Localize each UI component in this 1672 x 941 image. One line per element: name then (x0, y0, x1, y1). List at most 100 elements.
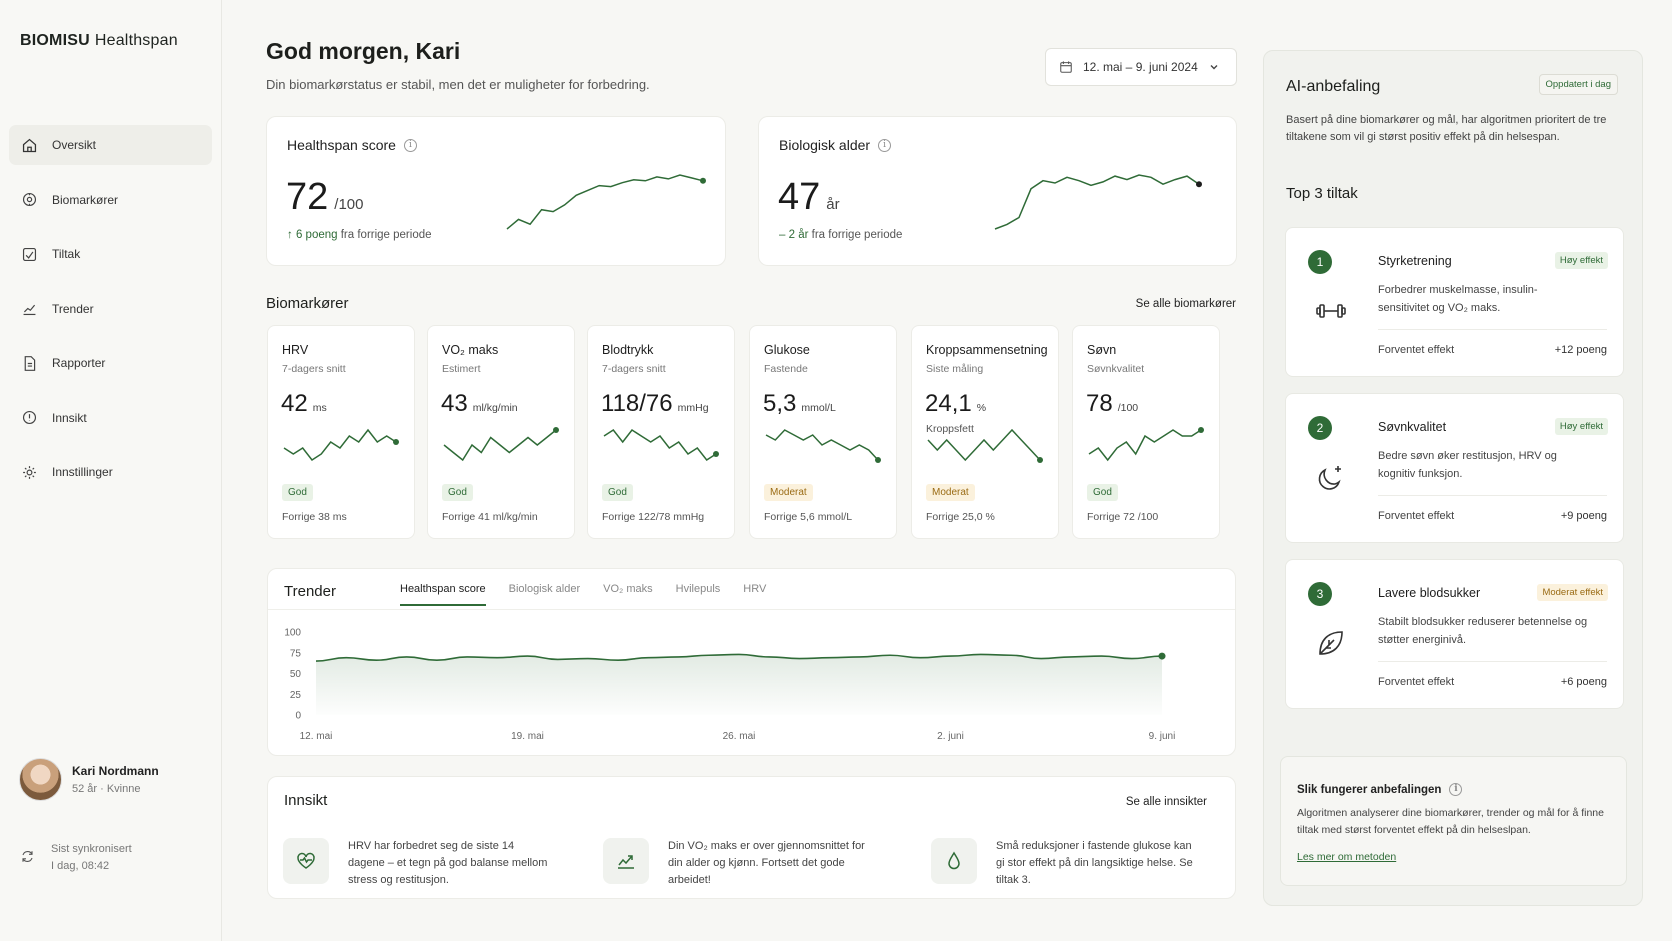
biomarker-card[interactable]: Blodtrykk 7-dagers snitt 118/76 mmHg God … (587, 325, 735, 539)
biological-age-card[interactable]: Biologisk alder i 47 år – 2 år fra forrige… (758, 116, 1237, 266)
status-badge: God (282, 484, 313, 501)
status-badge: God (1087, 484, 1118, 501)
sidebar-item-tiltak[interactable]: Tiltak (9, 234, 212, 274)
avatar[interactable] (19, 758, 62, 801)
insights-card: Innsikt Se alle innsikter (267, 776, 1236, 899)
biomarker-card[interactable]: VO₂ maks Estimert 43 ml/kg/min God Forrig… (427, 325, 575, 539)
sidebar-item-innstillinger[interactable]: Innstillinger (9, 452, 212, 492)
biomarker-subtitle: Siste måling (926, 363, 984, 375)
ai-panel-description: Basert på dine biomarkører og mål, har a… (1286, 114, 1607, 143)
see-all-insights-link[interactable]: Se alle innsikter (1125, 796, 1207, 808)
tab-resting-heart-rate[interactable]: Hvilepuls (675, 583, 721, 595)
biomarker-name: Glukose (764, 343, 810, 357)
biomarkers-section-title: Biomarkører (266, 295, 349, 312)
user-profile[interactable]: Kari Nordmann 52 år · Kvinne (19, 758, 159, 801)
biomarker-name: Kroppsammensetning (926, 343, 1048, 357)
bioage-endpoint (1196, 181, 1202, 188)
page-subtitle: Din biomarkørstatus er stabil, men det e… (266, 77, 650, 92)
divider (1378, 661, 1607, 662)
tab-hrv[interactable]: HRV (743, 583, 767, 595)
biomarker-sparkline (603, 428, 719, 462)
biomarker-value: 24,1% (925, 390, 987, 417)
divider (1378, 495, 1607, 496)
biomarker-line (283, 428, 397, 462)
sidebar-item-innsikt[interactable]: Innsikt (9, 398, 212, 438)
trend-chart[interactable]: 0 25 50 75 100 12. mai 19. mai 26. mai 2. juni 9.… (268, 613, 1236, 753)
biomarker-sparkline (765, 429, 881, 463)
sidebar-item-label: Rapporter (52, 356, 106, 370)
biomarker-name: HRV (282, 343, 309, 357)
tab-biological-age[interactable]: Biologisk alder (508, 583, 581, 595)
learn-more-link[interactable]: Les mer om metoden (1297, 851, 1397, 863)
sidebar-item-label: Trender (52, 301, 94, 316)
page-title: God morgen, Kari (266, 38, 461, 64)
trends-tabs: Healthspan score Biologisk alder VO₂ mak… (400, 583, 789, 606)
heart-pulse-icon (283, 838, 329, 884)
biomarker-previous: Forrige 38 ms (282, 511, 347, 523)
biomarker-card[interactable]: HRV 7-dagers snitt 42 ms God Forrige 38 m… (267, 325, 415, 539)
how-it-works-title: Slik fungerer anbefalingen i (1297, 783, 1463, 796)
y-tick-label: 50 (290, 669, 302, 680)
recommendation-card-1[interactable]: 1 Styrketrening Høy effekt Forbedrer mus… (1285, 227, 1624, 377)
expected-effect-points: +9 poeng (1560, 510, 1607, 522)
x-tick-label: 19. mai (511, 731, 544, 742)
recommendation-card-2[interactable]: 2 Søvnkvalitet Høy effekt Bedre søvn øke… (1285, 393, 1624, 543)
sidebar-nav: Oversikt Biomarkører Tiltak Trender Rapp… (9, 125, 212, 507)
info-icon[interactable]: i (403, 138, 417, 152)
sync-time: I dag, 08:42 (51, 860, 110, 872)
biomarker-card[interactable]: Søvn Søvnkvalitet 78/100 God Forrige 72 … (1072, 325, 1220, 539)
info-icon[interactable]: i (878, 138, 892, 152)
x-tick-label: 2. juni (937, 731, 964, 742)
recommendation-name: Lavere blodsukker (1378, 586, 1481, 600)
drop-icon (931, 838, 977, 884)
biomarker-card[interactable]: Glukose Fastende 5,3 mmol/L Moderat Forri… (749, 325, 897, 539)
sync-status[interactable]: Sist synkronisert I dag, 08:42 (20, 841, 132, 875)
healthspan-endpoint (700, 177, 706, 184)
trend-chart-icon (23, 304, 36, 316)
insight-item[interactable]: Din VO₂ maks er over gjennomsnittet for … (603, 838, 868, 889)
recommendation-name: Søvnkvalitet (1378, 420, 1447, 434)
biomarker-card[interactable]: Kroppsammensetning Siste måling 24,1% Kr… (911, 325, 1059, 539)
biomarker-value: 43 ml/kg/min (441, 390, 518, 417)
y-tick-label: 100 (284, 628, 301, 639)
biomarker-sparkline (927, 428, 1043, 463)
ai-recommendation-panel: AI-anbefaling Oppdatert i dag Basert på … (1263, 50, 1643, 906)
insight-text: Små reduksjoner i fastende glukose kan g… (996, 840, 1193, 886)
sidebar-item-oversikt[interactable]: Oversikt (9, 125, 212, 165)
brand-logo[interactable]: BIOMISU Healthspan (20, 32, 178, 49)
biomarker-line (1088, 429, 1202, 462)
insight-text: HRV har forbedret seg de siste 14 dagene… (348, 840, 548, 886)
insight-item[interactable]: Små reduksjoner i fastende glukose kan g… (931, 838, 1196, 889)
sidebar-item-biomarkorer[interactable]: Biomarkører (9, 180, 212, 220)
insight-item[interactable]: HRV har forbedret seg de siste 14 dagene… (283, 838, 548, 889)
sidebar-item-label: Innstillinger (52, 465, 113, 479)
healthspan-score-card[interactable]: Healthspan score i 72/100 ↑ 6 poeng fra f… (266, 116, 726, 266)
rank-badge: 1 (1308, 250, 1332, 274)
info-icon[interactable]: i (1449, 783, 1463, 796)
chevron-down-icon (1210, 65, 1218, 70)
date-range-picker[interactable]: 12. mai – 9. juni 2024 (1045, 48, 1237, 86)
sidebar-item-label: Biomarkører (52, 192, 119, 207)
user-meta: 52 år · Kvinne (72, 783, 141, 795)
score-value: 72/100 (286, 176, 364, 218)
sidebar-item-label: Tiltak (52, 247, 81, 261)
trend-area (316, 654, 1162, 715)
sync-label: Sist synkronisert (51, 843, 132, 855)
sync-icon[interactable] (20, 849, 35, 864)
biomarker-sparkline (283, 428, 399, 462)
biomarker-subtitle: Søvnkvalitet (1087, 363, 1145, 375)
biomarker-value: 118/76 mmHg (601, 390, 709, 417)
recommendation-card-3[interactable]: 3 Lavere blodsukker Moderat effekt Stabi… (1285, 559, 1624, 709)
bioage-value: 47 år (778, 176, 840, 218)
calendar-icon (1060, 61, 1072, 73)
biomarker-subtitle: Fastende (764, 363, 808, 375)
sidebar: BIOMISU Healthspan Oversikt Biomarkører T… (0, 0, 222, 941)
tab-vo2max[interactable]: VO₂ maks (603, 583, 653, 595)
score-delta: ↑ 6 poeng fra forrige periode (287, 229, 432, 241)
sidebar-item-rapporter[interactable]: Rapporter (9, 343, 212, 383)
expected-effect-label: Forventet effekt (1378, 510, 1455, 522)
see-all-biomarkers-link[interactable]: Se alle biomarkører (1135, 298, 1236, 310)
sidebar-item-trender[interactable]: Trender (9, 289, 212, 329)
tab-healthspan-score[interactable]: Healthspan score (400, 583, 486, 606)
recommendation-description: Bedre søvn øker restitusjon, HRV og kogn… (1378, 450, 1557, 480)
